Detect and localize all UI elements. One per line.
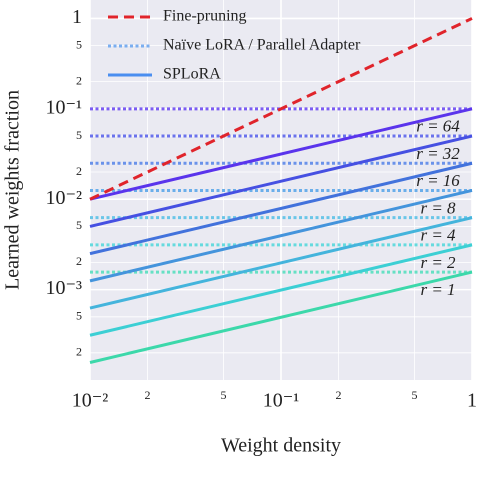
y-tick-label: 10⁻¹ — [45, 96, 82, 118]
y-tick-label: 5 — [76, 218, 82, 232]
series-line — [89, 216, 473, 310]
annotation: r = 4 — [420, 226, 456, 245]
y-tick-label: 5 — [76, 37, 82, 51]
y-tick-label: 10⁻² — [45, 187, 82, 209]
y-tick-label: 5 — [76, 128, 82, 142]
annotation: r = 32 — [416, 144, 460, 163]
series-line — [89, 134, 473, 228]
x-tick-label: 10⁻² — [72, 390, 109, 412]
annotation: r = 1 — [420, 280, 455, 299]
x-tick-label: 2 — [144, 388, 150, 402]
series-line — [89, 189, 473, 283]
y-tick-label: 10⁻³ — [45, 277, 82, 299]
legend-label: Naïve LoRA / Parallel Adapter — [163, 37, 361, 54]
y-axis-label: Learned weights fraction — [2, 90, 24, 290]
series-line — [89, 270, 473, 364]
x-tick-label: 5 — [221, 388, 227, 402]
legend-label: SPLoRA — [163, 66, 221, 83]
y-tick-label: 1 — [72, 6, 82, 28]
annotation: r = 16 — [416, 171, 460, 190]
x-tick-label: 1 — [467, 390, 477, 412]
series-line — [89, 161, 473, 256]
y-tick-label: 2 — [76, 254, 82, 268]
annotation: r = 8 — [420, 198, 456, 217]
y-tick-label: 2 — [76, 73, 82, 87]
annotation: r = 2 — [420, 253, 456, 272]
legend-label: Fine-pruning — [163, 8, 247, 25]
x-axis-label: Weight density — [221, 435, 341, 457]
y-tick-label: 5 — [76, 309, 82, 323]
x-tick-label: 2 — [335, 388, 341, 402]
series-line — [89, 107, 473, 201]
series-line — [89, 17, 473, 201]
x-tick-label: 10⁻¹ — [263, 390, 300, 412]
annotation: r = 64 — [416, 117, 460, 136]
x-tick-label: 5 — [412, 388, 418, 402]
series-line — [89, 243, 473, 337]
y-tick-label: 2 — [76, 164, 82, 178]
y-tick-label: 2 — [76, 345, 82, 359]
